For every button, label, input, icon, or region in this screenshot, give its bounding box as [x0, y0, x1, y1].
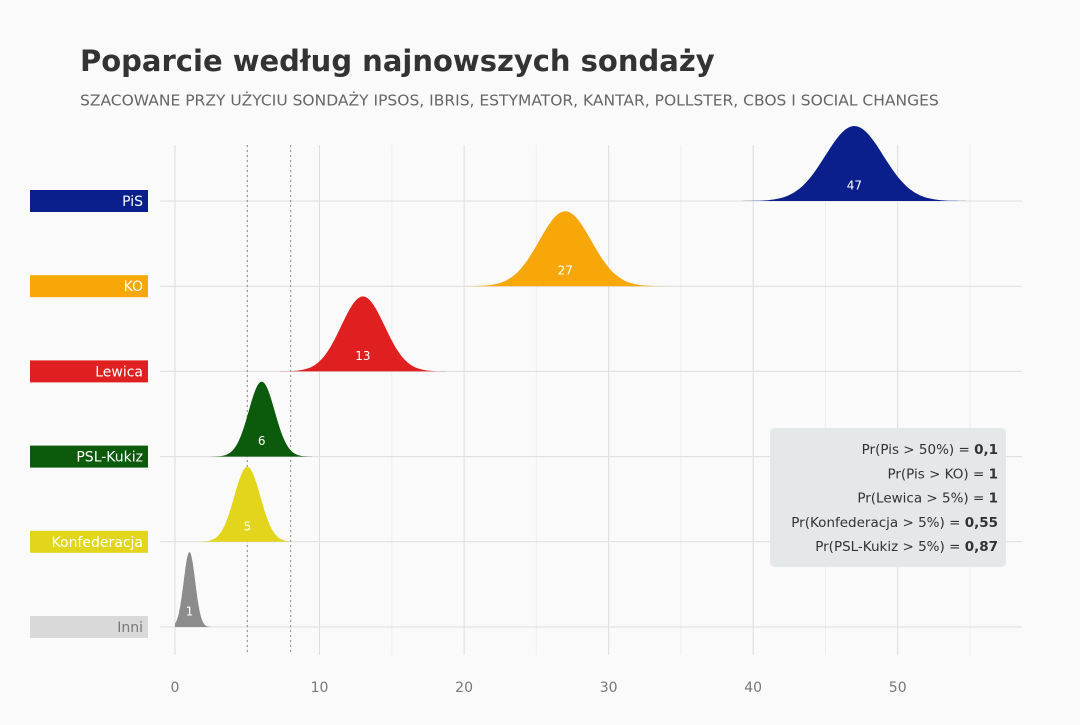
chart-title: Poparcie według najnowszych sondaży — [80, 44, 715, 78]
annotation-box — [770, 428, 1006, 567]
annotation-value: 1 — [989, 466, 998, 482]
annotation-label: Pr(Pis > KO) = — [887, 466, 984, 482]
density-curve — [195, 466, 300, 542]
annotation-value: 0,1 — [974, 442, 998, 458]
annotation-line: Pr(Lewica > 5%) = 1 — [857, 491, 998, 507]
value-label: 1 — [186, 605, 194, 619]
x-tick-label: 30 — [600, 680, 618, 696]
density-curve — [276, 296, 450, 372]
x-tick-label: 50 — [889, 680, 907, 696]
x-tick-label: 20 — [455, 680, 473, 696]
density-curve — [738, 126, 970, 201]
value-label: 6 — [258, 434, 266, 448]
density-curve — [175, 552, 213, 627]
category-label: PiS — [122, 194, 143, 210]
density-curve — [209, 381, 314, 457]
annotation-line: Pr(Konfederacja > 5%) = 0,55 — [791, 515, 998, 531]
category-label: Lewica — [95, 364, 143, 380]
category-box — [30, 616, 148, 638]
annotation-line: Pr(PSL-Kukiz > 5%) = 0,87 — [815, 539, 998, 555]
category-label: Inni — [117, 620, 143, 636]
category-label: Konfederacja — [52, 535, 143, 551]
value-label: 5 — [243, 519, 251, 533]
annotation-label: Pr(PSL-Kukiz > 5%) = — [815, 539, 960, 555]
annotation-label: Pr(Pis > 50%) = — [862, 442, 970, 458]
annotation-label: Pr(Lewica > 5%) = — [857, 491, 984, 507]
annotation-line: Pr(Pis > KO) = 1 — [887, 466, 998, 482]
category-label: KO — [124, 279, 143, 295]
x-tick-label: 40 — [744, 680, 762, 696]
annotation-line: Pr(Pis > 50%) = 0,1 — [862, 442, 998, 458]
annotation-value: 1 — [989, 491, 998, 507]
category-label: PSL-Kukiz — [76, 450, 143, 466]
category-box — [30, 530, 148, 553]
annotation-value: 0,87 — [965, 539, 998, 555]
value-label: 13 — [355, 349, 370, 363]
chart-subtitle: SZACOWANE PRZY UŻYCIU SONDAŻY IPSOS, IBR… — [80, 91, 939, 110]
value-label: 47 — [847, 179, 862, 193]
value-label: 27 — [558, 264, 573, 278]
annotation-value: 0,55 — [965, 515, 998, 531]
density-curve — [461, 211, 670, 287]
category-box — [30, 445, 148, 468]
category-box — [30, 275, 148, 298]
x-tick-label: 10 — [311, 680, 329, 696]
annotation-label: Pr(Konfederacja > 5%) = — [791, 515, 960, 531]
category-box — [30, 190, 148, 212]
category-box — [30, 360, 148, 383]
x-tick-label: 0 — [171, 680, 180, 696]
